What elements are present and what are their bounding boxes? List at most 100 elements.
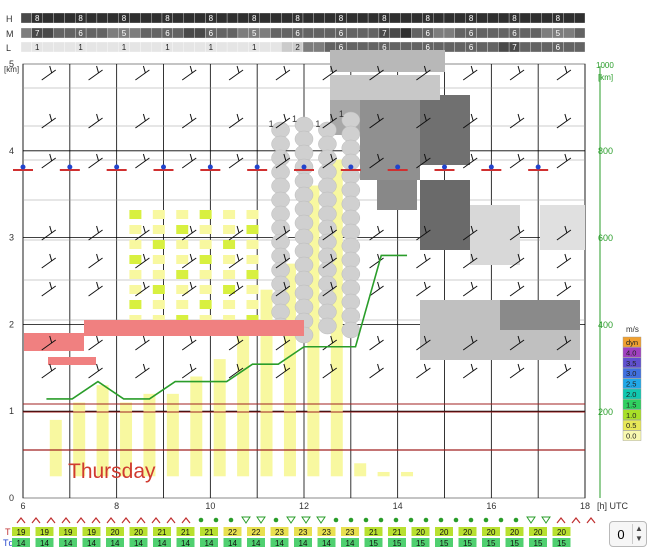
cloud-cell bbox=[346, 12, 358, 24]
spinner-value: 0 bbox=[617, 526, 625, 542]
tendency-up-icon bbox=[181, 517, 191, 524]
wind-barb-flag bbox=[423, 253, 427, 262]
cloud-cell-value: 6 bbox=[469, 29, 474, 38]
cloud-cell-value: 1 bbox=[252, 43, 257, 52]
wind-barb-flag bbox=[377, 113, 381, 122]
tendency-up-icon bbox=[556, 517, 566, 524]
cloud-cell bbox=[151, 41, 163, 53]
temperature-cell bbox=[200, 527, 218, 536]
wind-barb-flag bbox=[189, 253, 193, 262]
temperature-value: 19 bbox=[40, 528, 49, 537]
wind-barb-flag bbox=[49, 253, 53, 262]
temperature-value: 19 bbox=[87, 528, 96, 537]
wind-barb bbox=[556, 69, 572, 81]
cloud-cell bbox=[42, 41, 54, 53]
freezing-level-dot bbox=[161, 164, 166, 170]
cloud-cell bbox=[433, 27, 445, 39]
cloud-cell bbox=[53, 27, 65, 39]
spinner-down-icon[interactable]: ▼ bbox=[635, 534, 643, 543]
wind-barb bbox=[509, 69, 525, 81]
temperature-label: T bbox=[5, 527, 11, 537]
thermal-column bbox=[96, 385, 109, 477]
temperature-cell bbox=[294, 527, 312, 536]
wind-barb-flag bbox=[377, 65, 381, 74]
tendency-down-icon bbox=[541, 516, 551, 524]
wind-barb-flag bbox=[330, 225, 334, 234]
legend-swatch bbox=[622, 388, 642, 400]
cloud-puff bbox=[318, 135, 337, 153]
right-axis-tick: 600 bbox=[598, 233, 613, 243]
dewpoint-cell bbox=[176, 538, 195, 547]
wind-barb-flag bbox=[236, 335, 240, 344]
wind-barb bbox=[181, 285, 197, 297]
cloud-puff bbox=[294, 144, 314, 162]
cloud-cell bbox=[530, 27, 542, 39]
freezing-level-dot bbox=[442, 164, 447, 170]
thermal-cell bbox=[223, 300, 236, 309]
inversion-band bbox=[84, 320, 304, 336]
wind-barb-flag bbox=[564, 335, 568, 344]
dewpoint-cell bbox=[364, 538, 383, 547]
wind-barb-flag bbox=[517, 335, 521, 344]
wind-barb bbox=[462, 339, 478, 351]
tendency-dot-icon bbox=[423, 517, 429, 523]
cloud-cell bbox=[411, 12, 423, 24]
cloud-cell bbox=[411, 27, 423, 39]
wind-barb-flag bbox=[142, 65, 146, 74]
wind-barb bbox=[416, 367, 431, 379]
thermal-cell bbox=[152, 270, 165, 279]
temperature-cell bbox=[435, 527, 453, 536]
cloud-puff bbox=[318, 275, 337, 293]
cloud-cell bbox=[237, 41, 249, 53]
wind-barb-flag bbox=[189, 153, 193, 162]
wind-barb bbox=[88, 339, 103, 351]
cloud-cell bbox=[443, 27, 455, 39]
temperature-cell bbox=[59, 527, 77, 536]
cloud-cell bbox=[487, 41, 499, 53]
dewpoint-cell bbox=[270, 538, 289, 547]
cloud-row-label: L bbox=[6, 43, 11, 53]
spinner-up-icon[interactable]: ▲ bbox=[635, 524, 643, 533]
cloud-cell bbox=[140, 41, 152, 53]
wind-barb-flag bbox=[236, 363, 240, 372]
wind-barb-flag bbox=[377, 225, 381, 234]
tendency-dot-icon bbox=[198, 517, 204, 523]
wind-barb-flag bbox=[423, 65, 427, 74]
tendency-up-icon bbox=[16, 517, 26, 524]
wind-barb-flag bbox=[283, 225, 287, 234]
wind-barb-flag bbox=[236, 253, 240, 262]
dewpoint-cell bbox=[505, 538, 524, 547]
wind-barb-flag bbox=[96, 113, 100, 122]
dewpoint-value: 14 bbox=[134, 539, 143, 548]
wind-barb-flag bbox=[330, 281, 334, 290]
cloud-puff bbox=[318, 317, 337, 335]
cloud-cell bbox=[519, 12, 531, 24]
wind-barb bbox=[556, 257, 572, 269]
hour-spinner[interactable]: 0 ▲ ▼ bbox=[609, 521, 647, 547]
thermal-cell bbox=[199, 255, 212, 264]
thermal-column bbox=[143, 393, 156, 477]
temperature-cell bbox=[106, 527, 124, 536]
temperature-value: 20 bbox=[463, 528, 472, 537]
cloud-cell bbox=[85, 12, 98, 24]
tendency-dot-icon bbox=[378, 517, 384, 523]
cloud-cell bbox=[324, 12, 336, 24]
cloud-cell bbox=[183, 12, 195, 24]
wind-barb-flag bbox=[142, 335, 146, 344]
tendency-down-icon bbox=[316, 516, 326, 524]
cloud-row-label: H bbox=[6, 14, 13, 24]
cloud-puff bbox=[271, 303, 290, 321]
cloud-cell-value: 1 bbox=[122, 43, 127, 52]
thermal-cell bbox=[152, 225, 165, 234]
temperature-cell bbox=[529, 527, 547, 536]
cloud-cell bbox=[476, 41, 488, 53]
wind-barb-flag bbox=[470, 281, 474, 290]
cloud-cell bbox=[140, 12, 152, 24]
thermal-cell bbox=[152, 255, 165, 264]
cloud-cell-value: 6 bbox=[512, 29, 517, 38]
wind-barb bbox=[181, 257, 197, 269]
cloud-puff bbox=[271, 205, 290, 223]
cloud-cell bbox=[183, 27, 195, 39]
cloud-puff bbox=[341, 181, 361, 199]
wind-barb-flag bbox=[283, 253, 287, 262]
